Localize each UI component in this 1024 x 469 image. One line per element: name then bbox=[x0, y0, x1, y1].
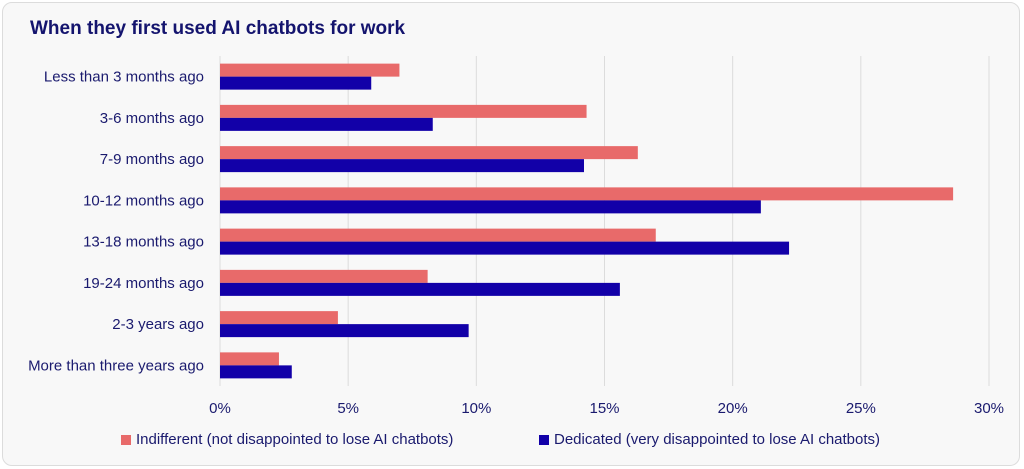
bar-dedicated bbox=[220, 159, 584, 173]
x-tick-label: 15% bbox=[589, 400, 619, 417]
legend-label-indifferent: Indifferent (not disappointed to lose AI… bbox=[136, 431, 454, 448]
category-label: 13-18 months ago bbox=[83, 234, 204, 251]
category-label: More than three years ago bbox=[28, 357, 204, 374]
bar-dedicated bbox=[220, 282, 620, 296]
bar-indifferent bbox=[220, 352, 279, 366]
bar-dedicated bbox=[220, 200, 761, 214]
legend-swatch-indifferent bbox=[121, 434, 131, 445]
bar-indifferent bbox=[220, 63, 400, 77]
category-label: 2-3 years ago bbox=[112, 316, 204, 333]
x-tick-label: 0% bbox=[209, 400, 231, 417]
chart-title: When they first used AI chatbots for wor… bbox=[30, 18, 406, 39]
x-tick-label: 10% bbox=[461, 400, 491, 417]
bar-indifferent bbox=[220, 269, 428, 283]
bar-dedicated bbox=[220, 117, 433, 131]
bar-indifferent bbox=[220, 311, 338, 325]
bar-indifferent bbox=[220, 146, 638, 160]
category-label: 3-6 months ago bbox=[100, 110, 204, 127]
bar-indifferent bbox=[220, 228, 656, 242]
category-label: 7-9 months ago bbox=[100, 151, 204, 168]
bar-indifferent bbox=[220, 187, 954, 201]
x-tick-label: 5% bbox=[337, 400, 359, 417]
category-label: 10-12 months ago bbox=[83, 192, 204, 209]
bar-dedicated bbox=[220, 241, 790, 255]
category-label: Less than 3 months ago bbox=[44, 69, 204, 86]
legend-swatch-dedicated bbox=[539, 434, 549, 445]
bar-dedicated bbox=[220, 76, 372, 90]
bar-dedicated bbox=[220, 324, 469, 338]
x-tick-label: 30% bbox=[974, 400, 1004, 417]
legend-item-indifferent: Indifferent (not disappointed to lose AI… bbox=[121, 431, 453, 448]
legend-label-dedicated: Dedicated (very disappointed to lose AI … bbox=[554, 431, 881, 448]
category-label: 19-24 months ago bbox=[83, 275, 204, 292]
x-tick-label: 20% bbox=[718, 400, 748, 417]
bar-indifferent bbox=[220, 104, 587, 118]
x-tick-label: 25% bbox=[846, 400, 876, 417]
bar-dedicated bbox=[220, 365, 292, 379]
legend-item-dedicated: Dedicated (very disappointed to lose AI … bbox=[539, 431, 880, 448]
